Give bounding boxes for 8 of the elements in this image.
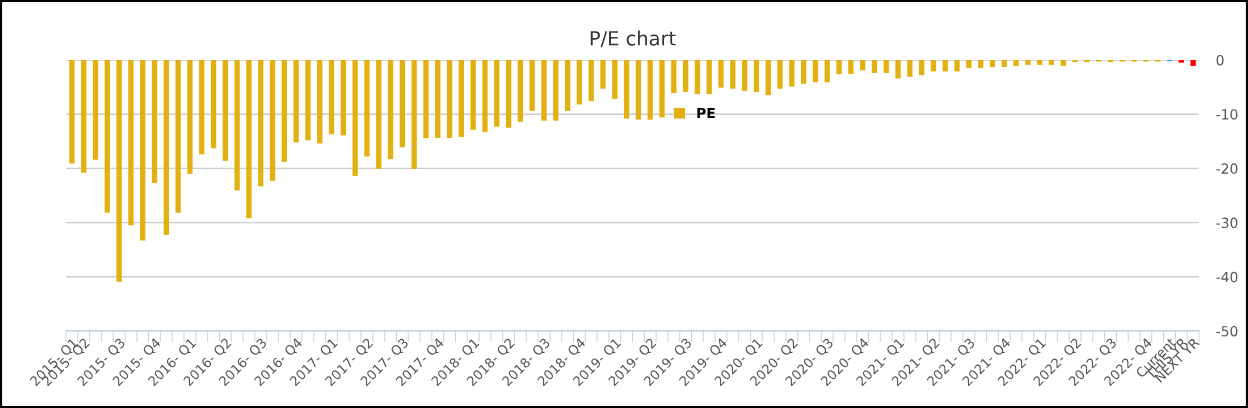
chart-title: P/E chart	[590, 30, 676, 48]
y-tick-label: -30	[1216, 217, 1238, 229]
y-tick-label: -50	[1216, 325, 1238, 337]
y-tick-label: -20	[1216, 163, 1238, 174]
y-tick-label: 0	[1216, 54, 1224, 66]
y-tick-label: -40	[1216, 271, 1238, 283]
y-tick-label: -10	[1216, 109, 1238, 120]
legend-label: PE	[697, 107, 715, 119]
